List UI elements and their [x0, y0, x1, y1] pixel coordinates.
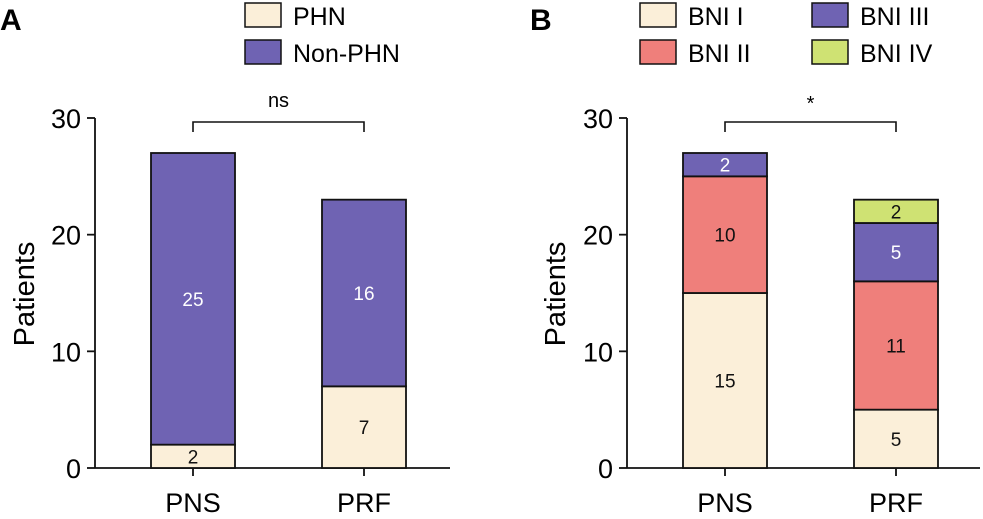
panel-b-y-tick-label-0: 0: [598, 454, 613, 484]
panel-a-bar-pns-non-phn-label: 25: [182, 290, 203, 311]
panel-a-legend-swatch-non-phn: [244, 39, 282, 65]
panel-b-legend-label-bni-iii: BNI III: [860, 3, 929, 31]
panel-b-bar-pns-bni-i-label: 15: [714, 372, 735, 393]
panel-a-legend-swatch-phn: [244, 2, 282, 28]
panel-b-bars: 15 10 2 5 11 5 2: [682, 152, 939, 469]
panel-a: A PHN Non-PHN 0 10 20 30 PNS PRF Patients ns 2 25…: [0, 2, 450, 518]
panel-b-legend: BNI I BNI II BNI III BNI IV: [639, 2, 933, 68]
panel-a-bars: 2 25 7 16: [150, 152, 407, 469]
panel-a-x-tick-label-prf: PRF: [337, 488, 391, 518]
panel-b-bar-prf-bni-iv: [853, 198, 939, 224]
panel-a-y-axis-label: Patients: [9, 242, 41, 347]
panel-b-x-tick-label-pns: PNS: [697, 488, 753, 518]
panel-b-legend-label-bni-ii: BNI II: [688, 40, 751, 68]
panel-a-bar-pns-non-phn: [150, 152, 236, 446]
panel-b-legend-swatch-bni-iii: [811, 2, 849, 28]
panel-a-legend-label-non-phn: Non-PHN: [293, 40, 400, 68]
panel-b-bar-prf-bni-i-label: 5: [891, 430, 902, 451]
panel-a-significance-label: ns: [268, 90, 289, 112]
panel-a-axes: 0 10 20 30 PNS PRF Patients ns: [9, 90, 450, 518]
panel-b-legend-swatch-bni-ii: [639, 39, 677, 65]
panel-a-y-tick-label-20: 20: [51, 221, 81, 251]
panel-b-axes: 0 10 20 30 PNS PRF Patients *: [540, 93, 980, 518]
panel-b-significance-label: *: [807, 93, 815, 115]
panel-b-bar-prf-bni-i: [853, 408, 939, 469]
panel-a-legend: PHN Non-PHN: [244, 2, 400, 68]
panel-b: B BNI I BNI II BNI III BNI IV 0 10 20 30 PNS PRF…: [530, 2, 980, 518]
panel-a-y-tick-label-30: 30: [51, 104, 81, 134]
panel-b-legend-label-bni-i: BNI I: [688, 3, 744, 31]
panel-b-legend-label-bni-iv: BNI IV: [860, 40, 933, 68]
panel-b-bar-pns-bni-ii-label: 10: [714, 226, 735, 247]
panel-a-x-tick-label-pns: PNS: [165, 488, 221, 518]
panel-b-legend-swatch-bni-iv: [811, 39, 849, 65]
panel-b-legend-swatch-bni-i: [639, 2, 677, 28]
panel-a-bar-prf-phn-label: 7: [359, 418, 370, 439]
panel-b-bar-pns-bni-iii-label: 2: [720, 156, 731, 177]
panel-b-bar-pns-bni-i: [682, 292, 768, 469]
panel-a-y-tick-label-10: 10: [51, 337, 81, 367]
panel-b-y-tick-label-20: 20: [583, 221, 613, 251]
panel-a-legend-label-phn: PHN: [293, 3, 346, 31]
panel-a-bar-prf-non-phn-label: 16: [353, 284, 374, 305]
panel-a-letter: A: [0, 4, 22, 37]
panel-b-x-tick-label-prf: PRF: [869, 488, 923, 518]
panel-b-bar-prf-bni-iv-label: 2: [891, 202, 902, 223]
panel-a-y-tick-label-0: 0: [66, 454, 81, 484]
panel-b-y-tick-label-30: 30: [583, 104, 613, 134]
panel-b-bar-prf-bni-ii-label: 11: [886, 337, 906, 358]
panel-a-bar-prf-non-phn: [321, 198, 407, 388]
panel-a-bar-prf-phn: [321, 385, 407, 469]
panel-b-y-axis-label: Patients: [540, 242, 572, 347]
panel-b-bar-pns-bni-iii: [682, 152, 768, 178]
panel-a-significance-bracket: [192, 121, 365, 132]
panel-b-significance-bracket: [724, 121, 897, 132]
panel-b-bar-prf-bni-iii: [853, 222, 939, 283]
panel-b-letter: B: [530, 4, 552, 37]
panel-a-bar-pns-phn-label: 2: [188, 447, 199, 468]
panel-b-y-tick-label-10: 10: [583, 337, 613, 367]
panel-b-bar-prf-bni-ii: [853, 280, 939, 411]
panel-b-bar-prf-bni-iii-label: 5: [891, 243, 902, 264]
